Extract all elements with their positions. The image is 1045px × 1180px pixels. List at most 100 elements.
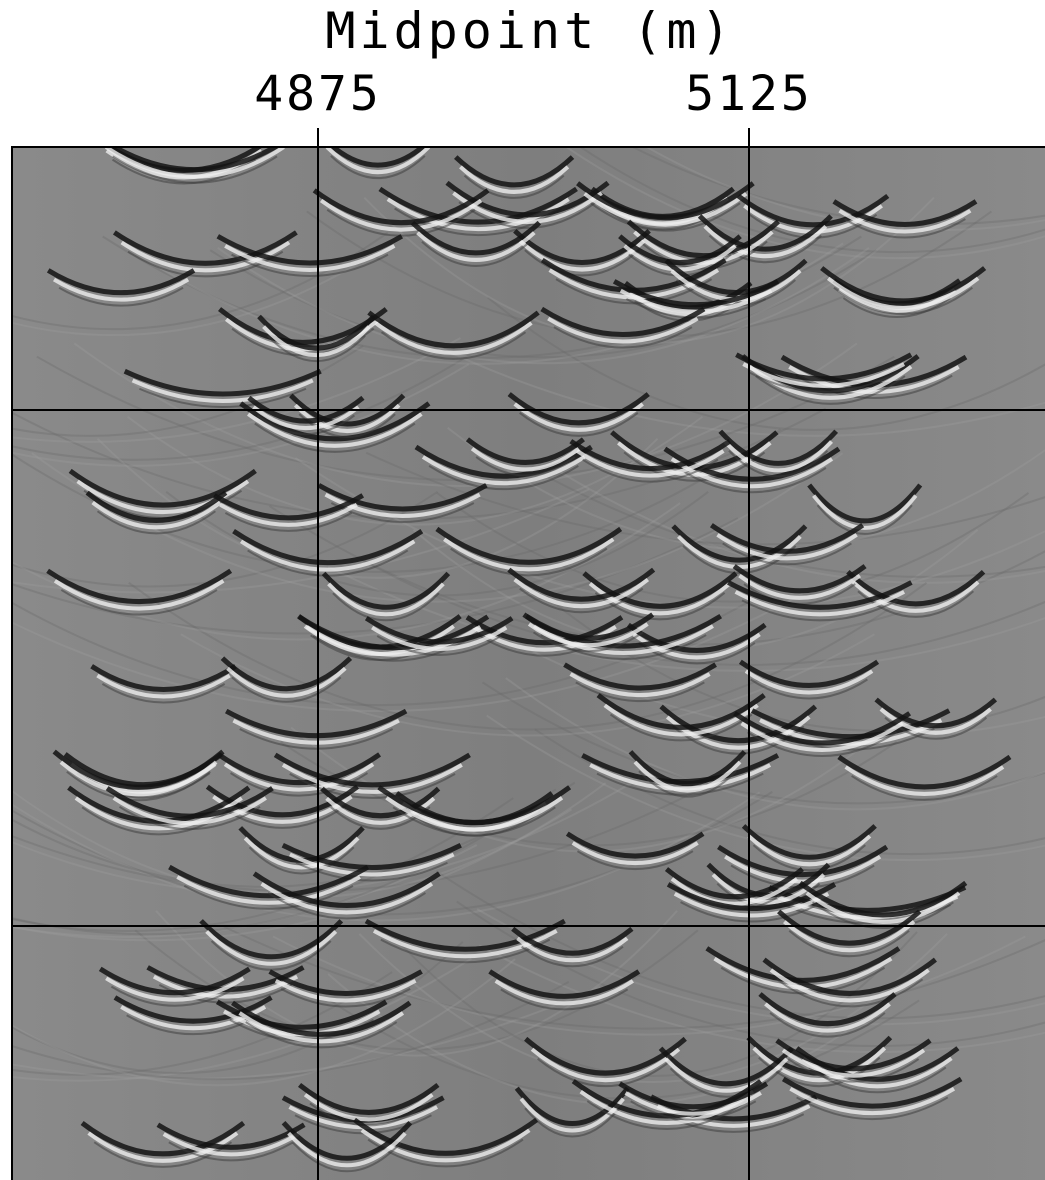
diffraction-arc — [98, 966, 251, 996]
diffraction-arc — [718, 429, 839, 466]
diffraction-arc — [781, 1048, 926, 1078]
diffraction-arc — [110, 985, 239, 1007]
diffraction-arc — [521, 945, 624, 968]
diffraction-arc — [262, 325, 371, 358]
diffraction-arc — [215, 999, 388, 1030]
diffraction-arc — [272, 935, 1026, 1036]
diffraction-arc — [252, 871, 441, 908]
diffraction-arc — [231, 676, 342, 703]
diffraction-arc — [58, 286, 184, 307]
diffraction-arc — [68, 468, 257, 508]
diffraction-arc — [168, 864, 370, 899]
diffraction-arc — [105, 786, 274, 819]
diffraction-arc — [91, 500, 222, 530]
diffraction-arc — [289, 773, 456, 799]
diffraction-arc — [851, 580, 980, 613]
diffraction-arc — [280, 988, 411, 1008]
diffraction-arc — [256, 414, 355, 435]
diffraction-arc — [36, 355, 895, 482]
diffraction-arc — [798, 880, 968, 918]
diffraction-arc — [53, 277, 190, 302]
diffraction-arc — [238, 1011, 405, 1044]
diffraction-arc — [658, 1046, 794, 1087]
diffraction-arc — [101, 683, 226, 704]
diffraction-arc — [219, 502, 358, 527]
diffraction-arc — [832, 199, 978, 227]
diffraction-arc — [639, 240, 768, 270]
diffraction-arc — [260, 882, 434, 915]
diffraction-arc — [470, 447, 581, 472]
diffraction-arc — [392, 806, 556, 837]
diffraction-arc — [365, 451, 1045, 546]
diffraction-arc — [664, 867, 804, 900]
diffraction-arc — [12, 337, 461, 443]
diffraction-arc — [713, 956, 893, 990]
diffraction-arc — [524, 249, 640, 277]
diffraction-arc — [12, 243, 390, 337]
diffraction-arc — [60, 589, 218, 616]
diffraction-arc — [633, 760, 742, 793]
diffraction-arc — [507, 567, 656, 602]
diffraction-arc — [532, 631, 644, 653]
diffraction-arc — [762, 957, 937, 996]
diffraction-arc — [628, 750, 747, 786]
diffraction-arc — [781, 1076, 963, 1109]
diffraction-arc — [750, 678, 868, 700]
diffraction-arc — [677, 467, 827, 494]
diffraction-arc — [564, 147, 1045, 260]
diffraction-arc — [465, 615, 624, 646]
diffraction-arc — [289, 852, 455, 877]
diffraction-arc — [709, 523, 865, 554]
diffraction-arc — [516, 936, 629, 963]
diffraction-arc — [120, 240, 291, 273]
diffraction-arc — [289, 393, 406, 427]
diffraction-arc — [752, 1046, 887, 1082]
diffraction-arc — [748, 371, 899, 393]
diffraction-arc — [748, 364, 913, 400]
diffraction-arc — [842, 297, 951, 318]
diffraction-arc — [789, 1087, 956, 1116]
diffraction-arc — [12, 776, 642, 894]
diffraction-arc — [363, 197, 935, 345]
diffraction-arc — [527, 622, 649, 648]
diffraction-arc — [463, 174, 565, 199]
diffraction-arc — [321, 571, 451, 610]
diffraction-arc — [820, 266, 987, 304]
diffraction-arc — [838, 209, 972, 234]
diffraction-arc — [332, 592, 440, 622]
diffraction-arc — [12, 592, 803, 712]
diffraction-arc — [494, 979, 634, 1006]
diffraction-arc — [312, 188, 490, 226]
diffraction-arc — [811, 901, 954, 929]
diffraction-arc — [741, 824, 877, 860]
diffraction-arc — [281, 763, 463, 794]
diffraction-arc — [112, 796, 267, 826]
diffraction-arc — [96, 510, 216, 535]
diffraction-arc — [239, 539, 416, 572]
diffraction-arc — [239, 401, 431, 442]
diffraction-arc — [12, 502, 681, 641]
diffraction-arc — [807, 483, 923, 524]
diffraction-arc — [243, 836, 360, 870]
diffraction-arc — [268, 505, 1045, 646]
diffraction-arc — [329, 999, 920, 1100]
diffraction-arc — [247, 412, 423, 448]
diffraction-arc — [576, 850, 694, 871]
diffraction-arc — [735, 352, 913, 382]
diffraction-arc — [624, 1091, 762, 1116]
diffraction-arc — [750, 708, 951, 739]
diffraction-arc — [209, 249, 877, 359]
diffraction-arc — [374, 321, 533, 355]
diffraction-arc — [330, 155, 426, 179]
diffraction-arc — [569, 439, 732, 472]
diffraction-arc — [12, 363, 470, 467]
diffraction-arc — [742, 362, 906, 388]
diffraction-arc — [796, 1096, 949, 1120]
diffraction-arc — [76, 479, 250, 514]
diffraction-arc — [245, 1021, 398, 1049]
diffraction-arc — [104, 147, 285, 179]
diffraction-arc — [459, 165, 570, 194]
diffraction-arc — [728, 449, 829, 478]
diffraction-arc — [569, 672, 711, 697]
